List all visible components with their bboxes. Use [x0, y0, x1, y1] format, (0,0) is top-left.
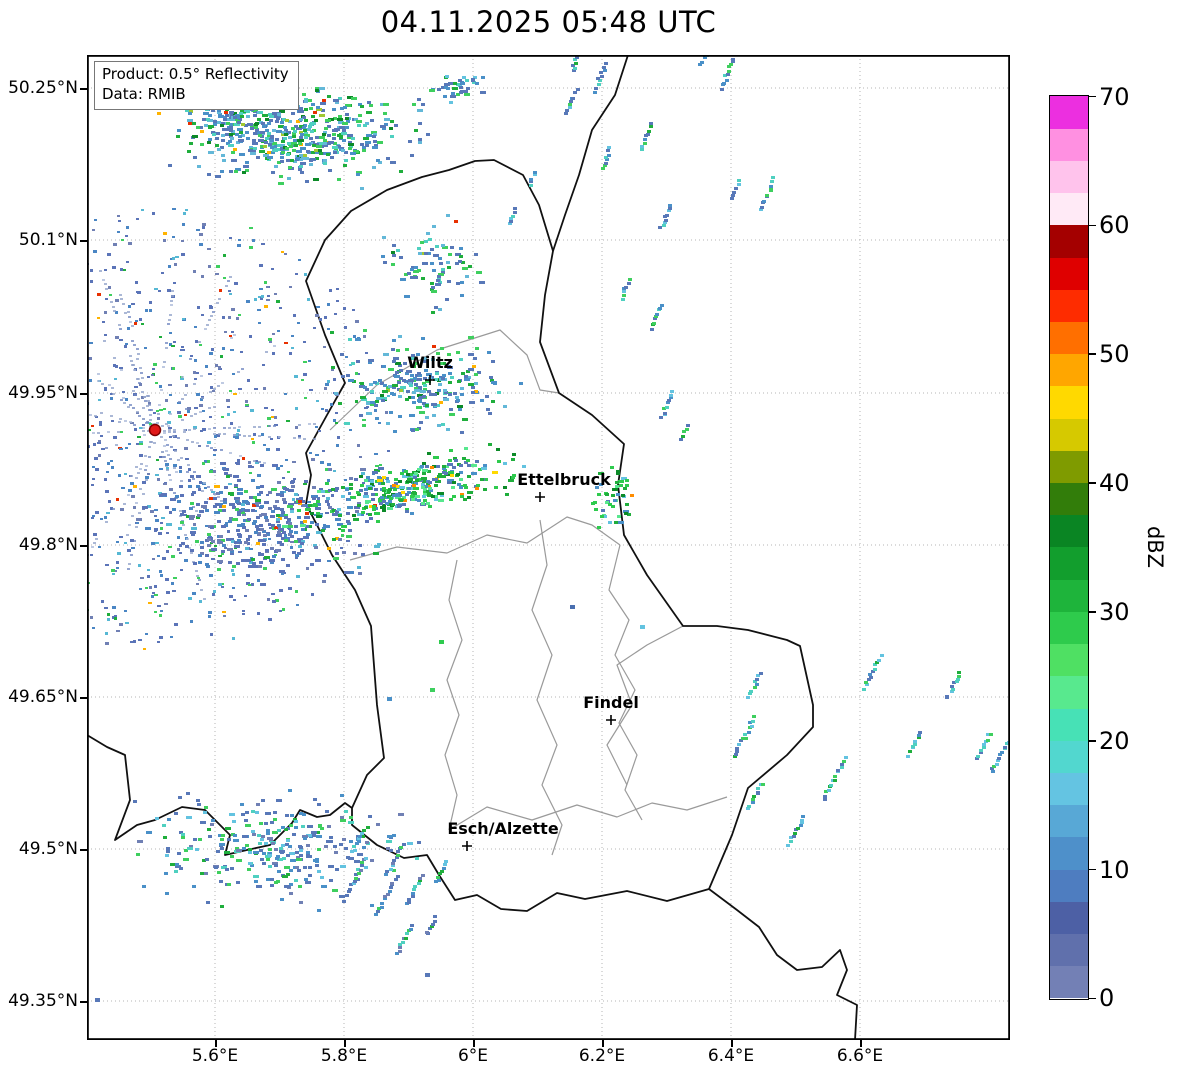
x-tick-label: 6.6°E — [836, 1046, 884, 1066]
colorbar-segment — [1050, 160, 1088, 194]
colorbar-segment — [1050, 96, 1088, 129]
radar-site-marker — [148, 423, 162, 437]
city-label: Wiltz — [407, 353, 453, 372]
colorbar-tick-label: 50 — [1099, 340, 1130, 369]
city-markers: Wiltz Ettelbruck Findel Esch/Alzette — [407, 353, 639, 851]
y-tick-label: 50.25°N — [8, 78, 78, 98]
colorbar-segment — [1050, 353, 1088, 387]
map-canvas: Wiltz Ettelbruck Findel Esch/Alzette — [87, 55, 1010, 1040]
x-tick-mark — [344, 1040, 346, 1047]
colorbar-segment — [1050, 514, 1088, 548]
city-label: Findel — [583, 693, 639, 712]
city-plus-icon — [425, 375, 435, 385]
figure-title: 04.11.2025 05:48 UTC — [380, 5, 717, 39]
x-tick-mark — [473, 1040, 475, 1047]
colorbar-segment — [1050, 289, 1088, 323]
y-tick-mark — [80, 545, 87, 547]
colorbar-segment — [1050, 546, 1088, 580]
colorbar-tick-mark — [1089, 997, 1096, 1000]
y-tick-mark — [80, 393, 87, 395]
colorbar-segment — [1050, 836, 1088, 870]
colorbar-segment — [1050, 901, 1088, 934]
x-tick-mark — [215, 1040, 217, 1047]
colorbar-tick-label: 30 — [1099, 597, 1130, 626]
radar-echoes — [87, 55, 1010, 1002]
colorbar-segment — [1050, 965, 1088, 999]
colorbar-segment — [1050, 482, 1088, 516]
colorbar-segment — [1050, 643, 1088, 677]
country-borders — [87, 55, 858, 1040]
colorbar-segment — [1050, 804, 1088, 838]
colorbar-segment — [1050, 224, 1088, 258]
colorbar-tick-mark — [1089, 95, 1096, 98]
city-label: Esch/Alzette — [447, 819, 559, 838]
colorbar-segment — [1050, 707, 1088, 741]
x-tick-mark — [602, 1040, 604, 1047]
x-tick-label: 6.4°E — [707, 1046, 755, 1066]
colorbar-segment — [1050, 579, 1088, 612]
colorbar-segment — [1050, 933, 1088, 967]
y-tick-label: 50.1°N — [18, 230, 78, 250]
city-label: Ettelbruck — [517, 470, 611, 489]
y-tick-label: 49.8°N — [18, 535, 78, 555]
x-tick-label: 6.2°E — [578, 1046, 626, 1066]
x-tick-mark — [860, 1040, 862, 1047]
colorbar-segment — [1050, 385, 1088, 419]
colorbar-segment — [1050, 450, 1088, 484]
y-tick-mark — [80, 1001, 87, 1003]
x-tick-label: 6°E — [457, 1046, 489, 1066]
colorbar-segment — [1050, 192, 1088, 226]
x-tick-label: 5.8°E — [320, 1046, 368, 1066]
colorbar-segment — [1050, 772, 1088, 806]
colorbar-tick-label: 40 — [1099, 469, 1130, 498]
city-plus-icon — [606, 715, 616, 725]
colorbar-tick-mark — [1089, 739, 1096, 742]
y-tick-mark — [80, 849, 87, 851]
colorbar-tick-label: 20 — [1099, 726, 1130, 755]
product-line: Product: 0.5° Reflectivity — [102, 65, 289, 83]
colorbar-axis-label: dBZ — [1143, 525, 1167, 569]
colorbar-tick-label: 0 — [1099, 984, 1115, 1013]
colorbar-tick-label: 60 — [1099, 211, 1130, 240]
colorbar-segment — [1050, 611, 1088, 645]
colorbar-tick-label: 70 — [1099, 82, 1130, 111]
data-source-line: Data: RMIB — [102, 84, 186, 103]
city-plus-icon — [462, 841, 472, 851]
plot-frame — [87, 55, 1010, 1040]
y-tick-label: 49.35°N — [8, 991, 78, 1011]
colorbar-tick-mark — [1089, 353, 1096, 356]
city-plus-icon — [535, 492, 545, 502]
y-tick-label: 49.5°N — [18, 839, 78, 859]
colorbar-segment — [1050, 675, 1088, 709]
colorbar-segment — [1050, 868, 1088, 902]
colorbar-segment — [1050, 418, 1088, 451]
colorbar-tick-mark — [1089, 224, 1096, 227]
y-tick-mark — [80, 88, 87, 90]
y-tick-label: 49.95°N — [8, 383, 78, 403]
y-tick-mark — [80, 697, 87, 699]
colorbar-tick-mark — [1089, 482, 1096, 484]
colorbar-tick-mark — [1089, 868, 1096, 871]
y-tick-mark — [80, 240, 87, 242]
colorbar-segment — [1050, 321, 1088, 355]
x-tick-mark — [731, 1040, 733, 1047]
product-info-box: Product: 0.5° Reflectivity Data: RMIB — [94, 61, 299, 110]
colorbar-tick-mark — [1089, 611, 1096, 613]
colorbar-segment — [1050, 128, 1088, 161]
map-plot: Wiltz Ettelbruck Findel Esch/Alzette Produc… — [87, 55, 1010, 1040]
colorbar-segment — [1050, 257, 1088, 290]
colorbar — [1049, 95, 1089, 1000]
y-tick-label: 49.65°N — [8, 687, 78, 707]
colorbar-segment — [1050, 740, 1088, 773]
x-tick-label: 5.6°E — [191, 1046, 239, 1066]
colorbar-tick-label: 10 — [1099, 855, 1130, 884]
